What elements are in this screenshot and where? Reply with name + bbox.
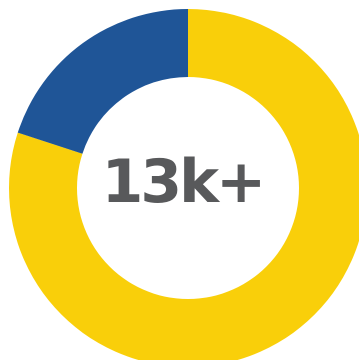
donut-slice-0 <box>9 9 359 360</box>
donut-slices <box>9 9 359 360</box>
donut-slice-1 <box>17 9 189 154</box>
